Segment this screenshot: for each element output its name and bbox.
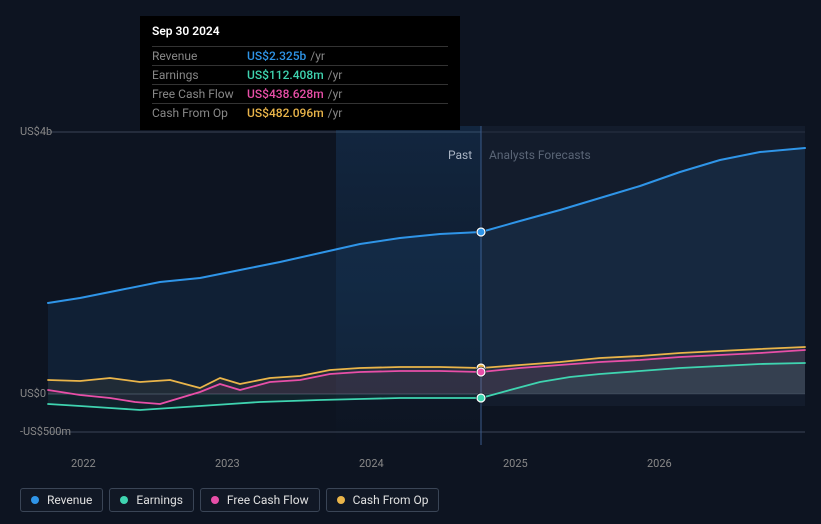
tooltip-row-value: US$112.408m <box>247 68 324 82</box>
past-label: Past <box>448 148 472 162</box>
tooltip-row-revenue: RevenueUS$2.325b/yr <box>152 46 448 65</box>
tooltip-row-unit: /yr <box>328 68 343 82</box>
legend-item-earnings[interactable]: Earnings <box>109 488 194 512</box>
chart-legend: Revenue Earnings Free Cash Flow Cash From O… <box>20 488 439 512</box>
chart-tooltip: Sep 30 2024 RevenueUS$2.325b/yrEarningsU… <box>140 16 460 130</box>
tooltip-row-label: Cash From Op <box>152 106 247 120</box>
y-tick-label: US$0 <box>20 387 46 400</box>
x-tick-label: 2025 <box>503 457 528 470</box>
tooltip-row-unit: /yr <box>328 106 343 120</box>
legend-dot-icon <box>120 496 128 504</box>
tooltip-row-label: Revenue <box>152 49 247 63</box>
tooltip-row-unit: /yr <box>310 49 325 63</box>
x-tick-label: 2026 <box>647 457 672 470</box>
x-tick-label: 2024 <box>359 457 384 470</box>
legend-item-label: Free Cash Flow <box>227 493 309 507</box>
forecasts-label: Analysts Forecasts <box>489 148 591 162</box>
y-tick-label: US$4b <box>20 125 52 138</box>
financial-chart: Past Analysts Forecasts Sep 30 2024 Reve… <box>0 0 821 524</box>
legend-item-revenue[interactable]: Revenue <box>20 488 103 512</box>
tooltip-row-earnings: EarningsUS$112.408m/yr <box>152 65 448 84</box>
y-tick-label: -US$500m <box>20 425 71 438</box>
legend-item-label: Revenue <box>47 493 92 507</box>
legend-dot-icon <box>31 496 39 504</box>
tooltip-row-label: Free Cash Flow <box>152 87 247 101</box>
tooltip-row-value: US$2.325b <box>247 49 306 63</box>
tooltip-row-value: US$438.628m <box>247 87 324 101</box>
tooltip-row-value: US$482.096m <box>247 106 324 120</box>
legend-dot-icon <box>337 496 345 504</box>
x-tick-label: 2023 <box>215 457 240 470</box>
legend-item-label: Earnings <box>136 493 183 507</box>
tooltip-date: Sep 30 2024 <box>152 24 448 42</box>
tooltip-row-free_cash_flow: Free Cash FlowUS$438.628m/yr <box>152 84 448 103</box>
legend-item-free_cash_flow[interactable]: Free Cash Flow <box>200 488 320 512</box>
legend-dot-icon <box>211 496 219 504</box>
x-tick-label: 2022 <box>71 457 96 470</box>
legend-item-cash_from_op[interactable]: Cash From Op <box>326 488 440 512</box>
tooltip-row-cash_from_op: Cash From OpUS$482.096m/yr <box>152 103 448 122</box>
legend-item-label: Cash From Op <box>353 493 429 507</box>
tooltip-row-label: Earnings <box>152 68 247 82</box>
tooltip-row-unit: /yr <box>328 87 343 101</box>
